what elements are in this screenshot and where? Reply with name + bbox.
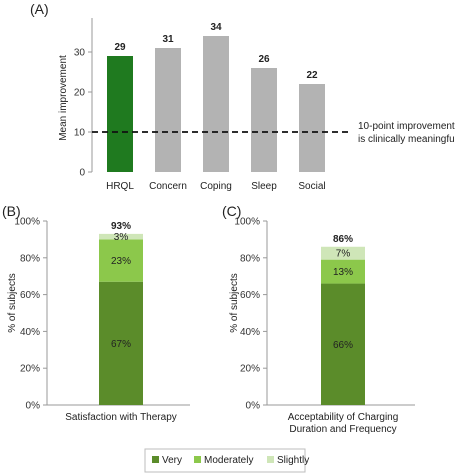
y-tick-label-b: 0% bbox=[26, 401, 41, 412]
bar-hrql bbox=[107, 56, 133, 172]
data-label-hrql: 29 bbox=[114, 42, 126, 53]
x-tick-label-b: Satisfaction with Therapy bbox=[65, 412, 177, 423]
y-tick-label-a: 20 bbox=[74, 88, 86, 99]
segment-label-very-c: 66% bbox=[333, 340, 353, 351]
segment-label-slightly-c: 7% bbox=[336, 249, 351, 260]
bar-social bbox=[299, 84, 325, 172]
y-axis-title-b: % of subjects bbox=[7, 273, 18, 332]
panel-label-a: (A) bbox=[30, 1, 49, 17]
legend-swatch-very bbox=[152, 456, 159, 463]
legend-swatch-moderately bbox=[194, 456, 201, 463]
segment-label-moderately-c: 13% bbox=[333, 267, 353, 278]
bar-segment-moderately-c bbox=[321, 259, 365, 284]
x-tick-label-concern: Concern bbox=[149, 181, 187, 192]
data-label-concern: 31 bbox=[162, 34, 174, 45]
legend-label-moderately: Moderately bbox=[204, 455, 253, 466]
legend-box bbox=[144, 448, 306, 473]
bar-segment-very-b bbox=[99, 281, 143, 405]
y-axis-title-c: % of subjects bbox=[229, 273, 240, 332]
segment-label-very-b: 67% bbox=[111, 339, 131, 350]
reference-annotation-line-1: 10-point improvement bbox=[358, 121, 455, 132]
x-tick-label-coping: Coping bbox=[200, 181, 232, 192]
y-tick-label-a: 30 bbox=[74, 48, 86, 59]
segment-label-moderately-b: 23% bbox=[111, 256, 131, 267]
x-tick-label-c: Acceptability of Charging bbox=[288, 412, 399, 423]
data-label-social: 22 bbox=[306, 70, 318, 81]
segment-label-slightly-b: 3% bbox=[114, 232, 129, 243]
bar-segment-slightly-b bbox=[99, 233, 143, 240]
y-tick-label-a: 0 bbox=[79, 168, 85, 179]
y-axis-title-a: Mean improvement bbox=[58, 55, 69, 141]
bar-segment-very-c bbox=[321, 283, 365, 405]
legend-swatch-slightly bbox=[267, 456, 274, 463]
panel-label-c: (C) bbox=[222, 203, 241, 219]
reference-annotation-line-2: is clinically meaningful bbox=[358, 134, 455, 145]
y-tick-label-c: 0% bbox=[246, 401, 261, 412]
data-label-coping: 34 bbox=[210, 22, 222, 33]
legend-label-slightly: Slightly bbox=[277, 455, 309, 466]
bar-segment-moderately-b bbox=[99, 239, 143, 282]
x-tick-label-social: Social bbox=[298, 181, 325, 192]
y-tick-label-b: 20% bbox=[20, 364, 40, 375]
total-label-c: 86% bbox=[333, 234, 353, 245]
legend-label-very: Very bbox=[162, 455, 182, 466]
x-tick-label-hrql: HRQL bbox=[106, 181, 134, 192]
data-label-sleep: 26 bbox=[258, 54, 270, 65]
bar-concern bbox=[155, 48, 181, 172]
y-tick-label-b: 60% bbox=[20, 290, 40, 301]
y-tick-label-c: 20% bbox=[240, 364, 260, 375]
y-tick-label-c: 60% bbox=[240, 290, 260, 301]
y-tick-label-a: 10 bbox=[74, 128, 86, 139]
bar-coping bbox=[203, 36, 229, 172]
x-tick-label-sleep: Sleep bbox=[251, 181, 277, 192]
y-tick-label-c: 40% bbox=[240, 327, 260, 338]
panel-label-b: (B) bbox=[2, 203, 21, 219]
total-label-b: 93% bbox=[111, 221, 131, 232]
bar-segment-slightly-c bbox=[321, 246, 365, 260]
x-tick-label-c: Duration and Frequency bbox=[289, 424, 396, 435]
y-tick-label-b: 100% bbox=[14, 217, 40, 228]
y-tick-label-c: 100% bbox=[234, 217, 260, 228]
y-tick-label-b: 80% bbox=[20, 253, 40, 264]
bar-sleep bbox=[251, 68, 277, 172]
y-tick-label-c: 80% bbox=[240, 253, 260, 264]
y-tick-label-b: 40% bbox=[20, 327, 40, 338]
